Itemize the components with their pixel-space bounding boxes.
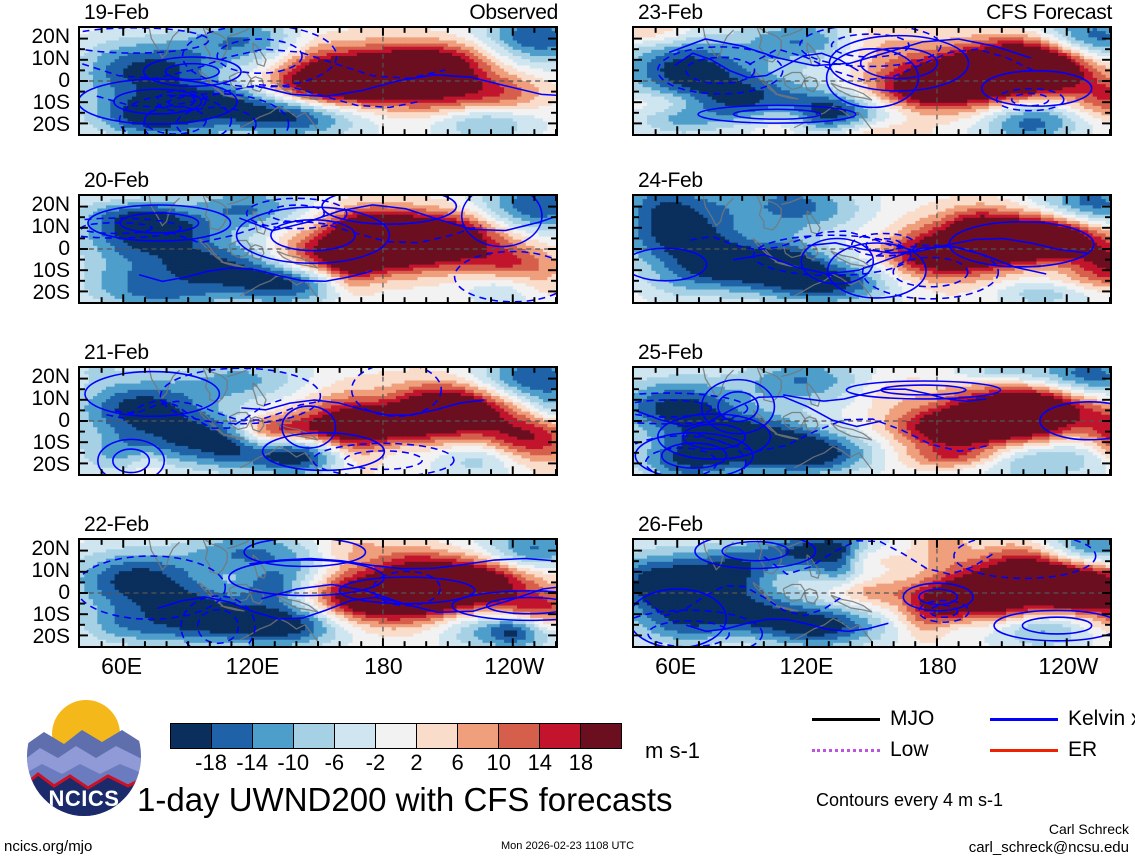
legend-line-swatch xyxy=(990,718,1058,721)
x-tick-label: 120W xyxy=(469,655,559,678)
panel-date-label: 24-Feb xyxy=(638,170,703,191)
x-tick-label: 60E xyxy=(77,655,167,678)
map-panel xyxy=(78,26,558,136)
legend-line-swatch xyxy=(812,749,880,752)
panel-date-label: 22-Feb xyxy=(84,514,149,535)
map-panel xyxy=(78,194,558,304)
panel-date-label: 20-Feb xyxy=(84,170,149,191)
footer-url[interactable]: ncics.org/mjo xyxy=(4,838,92,855)
colorbar-tick-label: 6 xyxy=(428,752,488,774)
y-tick-label: 10S xyxy=(0,432,70,453)
y-tick-label: 10N xyxy=(0,216,70,237)
y-tick-label: 10N xyxy=(0,388,70,409)
panel-date-label: 19-Feb xyxy=(84,2,149,23)
colorbar-tick-label: 2 xyxy=(387,752,447,774)
anomaly-field xyxy=(80,196,556,302)
footer-email[interactable]: carl_schreck@ncsu.edu xyxy=(969,839,1129,856)
colorbar-tick-label: -6 xyxy=(304,752,364,774)
anomaly-field xyxy=(80,540,556,646)
y-tick-label: 0 xyxy=(0,582,70,603)
x-tick-label: 180 xyxy=(892,655,982,678)
panel-date-label: 21-Feb xyxy=(84,342,149,363)
y-tick-label: 10N xyxy=(0,48,70,69)
y-tick-label: 10S xyxy=(0,604,70,625)
colorbar-tick-label: 18 xyxy=(551,752,611,774)
footer-timestamp: Mon 2026-02-23 1108 UTC xyxy=(501,840,634,853)
colorbar-tick-label: 10 xyxy=(469,752,529,774)
x-tick-label: 120E xyxy=(208,655,298,678)
panel-date-label: 25-Feb xyxy=(638,342,703,363)
y-tick-label: 0 xyxy=(0,238,70,259)
anomaly-field xyxy=(634,368,1110,474)
colorbar-swatch xyxy=(294,724,335,748)
legend-label: Low xyxy=(890,738,929,761)
legend: MJO Kelvin x2 Low ER xyxy=(812,706,1135,768)
anomaly-field xyxy=(634,28,1110,134)
column-header: Observed xyxy=(78,2,558,23)
legend-line-swatch xyxy=(990,749,1058,752)
map-panel xyxy=(632,538,1112,648)
colorbar-tick-label: -10 xyxy=(263,752,323,774)
colorbar-swatch xyxy=(212,724,253,748)
colorbar-swatch xyxy=(253,724,294,748)
y-tick-label: 20N xyxy=(0,366,70,387)
colorbar-tick-label: -14 xyxy=(222,752,282,774)
colorbar-swatch xyxy=(581,724,621,748)
anomaly-field xyxy=(80,368,556,474)
y-tick-label: 0 xyxy=(0,410,70,431)
y-tick-label: 10S xyxy=(0,92,70,113)
y-tick-label: 20N xyxy=(0,538,70,559)
y-tick-label: 20N xyxy=(0,26,70,47)
colorbar-swatch xyxy=(499,724,540,748)
x-tick-label: 120W xyxy=(1023,655,1113,678)
map-panel xyxy=(78,366,558,476)
colorbar-units-label: m s-1 xyxy=(645,740,700,762)
y-tick-label: 10S xyxy=(0,260,70,281)
y-tick-label: 10N xyxy=(0,560,70,581)
map-panel xyxy=(632,26,1112,136)
colorbar xyxy=(170,723,622,749)
panel-date-label: 26-Feb xyxy=(638,514,703,535)
map-panel xyxy=(78,538,558,648)
legend-label: MJO xyxy=(890,707,934,730)
legend-line-swatch xyxy=(812,718,880,721)
y-tick-label: 20S xyxy=(0,454,70,475)
colorbar-swatch xyxy=(540,724,581,748)
anomaly-field xyxy=(80,28,556,134)
map-panel xyxy=(632,194,1112,304)
footer-author: Carl Schreck xyxy=(1049,821,1129,837)
ncics-logo: NCICS xyxy=(24,694,144,818)
column-header: CFS Forecast xyxy=(632,2,1112,23)
anomaly-field xyxy=(634,540,1110,646)
contour-interval-note: Contours every 4 m s-1 xyxy=(816,790,1003,810)
legend-label: Kelvin x2 xyxy=(1068,707,1135,730)
colorbar-tick-label: 14 xyxy=(510,752,570,774)
y-tick-label: 20S xyxy=(0,626,70,647)
y-tick-label: 20N xyxy=(0,194,70,215)
panel-date-label: 23-Feb xyxy=(638,2,703,23)
anomaly-field xyxy=(634,196,1110,302)
x-tick-label: 120E xyxy=(762,655,852,678)
colorbar-swatch xyxy=(417,724,458,748)
x-tick-label: 180 xyxy=(338,655,428,678)
colorbar-swatch xyxy=(335,724,376,748)
y-tick-label: 0 xyxy=(0,70,70,91)
colorbar-swatch xyxy=(458,724,499,748)
legend-label: ER xyxy=(1068,738,1097,761)
colorbar-swatch xyxy=(376,724,417,748)
colorbar-tick-label: -2 xyxy=(345,752,405,774)
map-panel xyxy=(632,366,1112,476)
colorbar-swatch xyxy=(171,724,212,748)
colorbar-tick-label: -18 xyxy=(181,752,241,774)
x-tick-label: 60E xyxy=(631,655,721,678)
y-tick-label: 20S xyxy=(0,114,70,135)
main-title: 1-day UWND200 with CFS forecasts xyxy=(137,782,673,818)
y-tick-label: 20S xyxy=(0,282,70,303)
